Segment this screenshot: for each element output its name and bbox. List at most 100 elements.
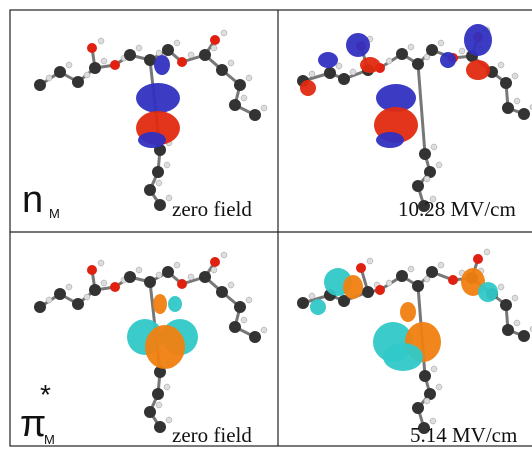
hydrogen: [84, 294, 90, 300]
hydrogen: [136, 267, 142, 273]
hydrogen: [484, 249, 490, 255]
atom: [502, 102, 514, 114]
orbital-lobe: [136, 83, 180, 113]
atom: [500, 77, 512, 89]
atom: [154, 421, 166, 433]
field-caption: zero field: [172, 423, 252, 447]
atom: [234, 79, 246, 91]
atom: [87, 265, 97, 275]
orbital-lobe: [300, 80, 316, 96]
hydrogen: [246, 297, 252, 303]
figure: n M zero field 10.28 MV/cm π * M zero fi…: [0, 0, 532, 450]
hydrogen: [98, 260, 104, 266]
atom: [229, 321, 241, 333]
hydrogen: [514, 320, 520, 326]
hydrogen: [241, 317, 247, 323]
atom: [426, 44, 438, 56]
orbital-lobe: [466, 60, 490, 80]
orbital-symbol: n: [22, 179, 43, 221]
hydrogen: [188, 274, 194, 280]
atom: [216, 64, 228, 76]
atom: [124, 271, 136, 283]
orbital-lobe: [138, 132, 166, 148]
hydrogen: [164, 162, 170, 168]
atom: [124, 49, 136, 61]
atom: [152, 388, 164, 400]
hydrogen: [174, 40, 180, 46]
orbital-lobe: [310, 299, 326, 315]
hydrogen: [101, 58, 107, 64]
orbital-lobe: [376, 132, 404, 148]
hydrogen: [46, 75, 52, 81]
hydrogen: [228, 282, 234, 288]
hydrogen: [424, 398, 430, 404]
hydrogen: [498, 284, 504, 290]
atom: [89, 62, 101, 74]
atom: [518, 108, 530, 120]
atom: [144, 184, 156, 196]
hydrogen: [386, 58, 392, 64]
hydrogen: [408, 44, 414, 50]
hydrogen: [211, 267, 217, 273]
atom: [72, 76, 84, 88]
atom: [324, 67, 336, 79]
atom: [54, 66, 66, 78]
hydrogen: [309, 293, 315, 299]
hydrogen: [101, 280, 107, 286]
hydrogen: [386, 280, 392, 286]
atom: [199, 271, 211, 283]
hydrogen: [512, 73, 518, 79]
hydrogen: [211, 45, 217, 51]
hydrogen: [164, 384, 170, 390]
orbital-lobe: [318, 52, 338, 68]
atom: [210, 257, 220, 267]
atom: [412, 280, 424, 292]
atom: [412, 58, 424, 70]
hydrogen: [174, 262, 180, 268]
atom: [177, 57, 187, 67]
atom: [375, 285, 385, 295]
hydrogen: [246, 75, 252, 81]
hydrogen: [66, 62, 72, 68]
atom: [249, 331, 261, 343]
orbital-lobe: [343, 275, 363, 299]
orbital-lobe: [346, 33, 370, 57]
hydrogen: [514, 98, 520, 104]
atom: [162, 44, 174, 56]
atom: [72, 298, 84, 310]
atom: [154, 199, 166, 211]
atom: [199, 49, 211, 61]
atom: [216, 286, 228, 298]
atom: [229, 99, 241, 111]
hydrogen: [459, 48, 465, 54]
orbital-lobe: [440, 52, 456, 68]
hydrogen: [424, 176, 430, 182]
orbital-lobe: [383, 343, 423, 371]
orbital-lobe: [153, 294, 167, 314]
atom: [500, 299, 512, 311]
atom: [338, 73, 350, 85]
orbital-subscript: M: [44, 432, 55, 447]
atom: [426, 266, 438, 278]
atom: [89, 284, 101, 296]
hydrogen: [46, 297, 52, 303]
orbital-lobe: [478, 282, 498, 302]
atom: [419, 370, 431, 382]
hydrogen: [66, 284, 72, 290]
atom: [502, 324, 514, 336]
atom: [249, 109, 261, 121]
hydrogen: [436, 384, 442, 390]
hydrogen: [188, 52, 194, 58]
orbital-subscript: M: [49, 206, 60, 221]
hydrogen: [309, 71, 315, 77]
hydrogen: [512, 295, 518, 301]
hydrogen: [408, 266, 414, 272]
hydrogen: [431, 366, 437, 372]
atom: [297, 297, 309, 309]
atom: [362, 286, 374, 298]
atom: [396, 48, 408, 60]
atom: [162, 266, 174, 278]
atom: [210, 35, 220, 45]
field-caption: 5.14 MV/cm: [410, 423, 517, 447]
atom: [152, 166, 164, 178]
